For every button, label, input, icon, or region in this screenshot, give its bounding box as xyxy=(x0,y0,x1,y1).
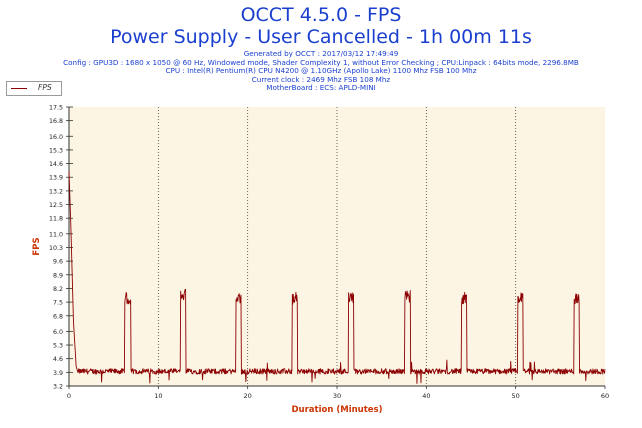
legend-swatch-fps xyxy=(11,88,27,89)
info-line-clock: Current clock : 2469 Mhz FSB 108 Mhz xyxy=(251,74,391,84)
y-tick-label: 13.2 xyxy=(49,188,63,195)
series-line-fps xyxy=(68,171,606,384)
x-tick-label: 40 xyxy=(422,392,430,400)
x-axis-label: Duration (Minutes) xyxy=(292,405,383,415)
y-tick-label: 16.0 xyxy=(49,134,63,141)
info-line-motherboard: MotherBoard : ECS: APLD-MINI xyxy=(266,83,376,92)
y-tick-label: 6.8 xyxy=(53,313,63,320)
y-tick-label: 17.5 xyxy=(49,105,63,112)
y-tick-label: 8.2 xyxy=(53,286,63,293)
info-line-config: Config : GPU3D : 1680 x 1050 @ 60 Hz, Wi… xyxy=(63,57,579,67)
y-tick-label: 9.6 xyxy=(53,259,63,266)
y-tick-label: 4.6 xyxy=(53,356,63,363)
y-tick-label: 7.5 xyxy=(53,300,63,307)
y-tick-label: 16.8 xyxy=(49,118,63,125)
y-tick-label: 6.0 xyxy=(53,329,63,336)
x-tick-label: 30 xyxy=(333,392,341,400)
y-tick-label: 5.3 xyxy=(53,343,63,350)
y-tick-label: 3.9 xyxy=(53,370,63,377)
y-tick-label: 3.2 xyxy=(53,384,63,391)
y-axis-label: FPS xyxy=(32,237,42,255)
chart-legend: FPS xyxy=(6,81,62,96)
y-tick-label: 11.0 xyxy=(49,231,63,238)
y-tick-label: 15.3 xyxy=(49,147,63,154)
x-tick-label: 0 xyxy=(67,392,71,400)
info-line-generated: Generated by OCCT : 2017/03/12 17:49:49 xyxy=(243,49,399,58)
y-tick-label: 10.3 xyxy=(49,245,63,252)
plot-area xyxy=(69,107,605,386)
legend-label-fps: FPS xyxy=(38,83,52,92)
y-tick-label: 8.9 xyxy=(53,272,63,279)
y-tick-label: 12.5 xyxy=(49,202,63,209)
y-tick-label: 11.8 xyxy=(49,216,63,223)
y-tick-label: 13.9 xyxy=(49,175,63,182)
y-tick-label: 14.6 xyxy=(49,161,63,168)
chart-title: OCCT 4.5.0 - FPS xyxy=(240,4,402,26)
chart-subtitle: Power Supply - User Cancelled - 1h 00m 1… xyxy=(110,26,532,48)
x-tick-label: 60 xyxy=(601,392,609,400)
x-tick-label: 50 xyxy=(512,392,520,400)
info-line-cpu: CPU : Intel(R) Pentium(R) CPU N4200 @ 1.… xyxy=(165,66,477,75)
x-tick-label: 20 xyxy=(244,392,252,400)
x-tick-label: 10 xyxy=(154,392,162,400)
